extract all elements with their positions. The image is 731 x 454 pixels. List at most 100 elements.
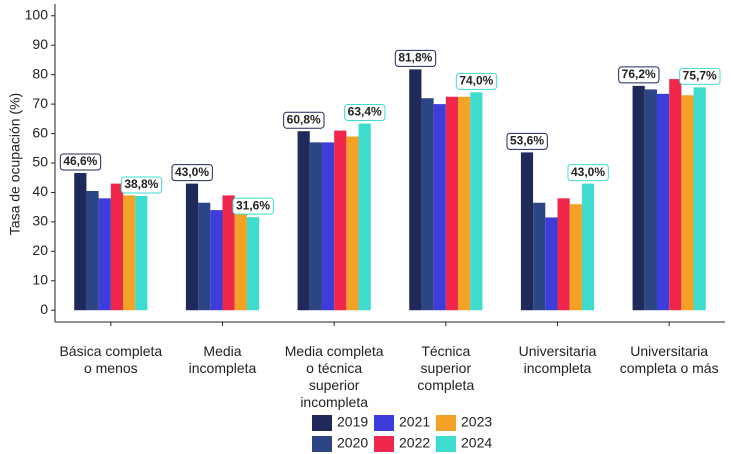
- bar: [433, 104, 446, 311]
- y-tick-label: 50: [32, 154, 48, 170]
- x-tick-label: Básica completa o menos: [59, 343, 162, 376]
- bar: [334, 130, 347, 311]
- value-label-text: 60,8%: [287, 112, 321, 126]
- value-label-box: [171, 164, 213, 182]
- value-label-box: [394, 49, 437, 67]
- y-tick-label: 0: [40, 301, 48, 317]
- x-tick-label: Universitaria incompleta: [519, 343, 597, 376]
- bar: [98, 198, 111, 311]
- legend-swatch: [312, 415, 332, 431]
- bar: [297, 131, 310, 311]
- bar: [520, 152, 534, 311]
- value-label: 81,8%: [394, 49, 437, 67]
- value-label: 74,0%: [455, 72, 498, 90]
- bar: [346, 136, 359, 311]
- bar: [309, 142, 322, 311]
- value-label-box: [618, 66, 660, 84]
- value-label: 43,0%: [171, 164, 213, 182]
- legend-swatch: [374, 436, 394, 452]
- bar: [569, 204, 582, 311]
- bar: [234, 213, 247, 311]
- value-label-text: 43,0%: [175, 165, 209, 179]
- y-tick-label: 10: [32, 271, 48, 287]
- value-label-box: [344, 104, 386, 122]
- value-label: 60,8%: [283, 111, 325, 129]
- y-tick-label: 30: [32, 213, 48, 229]
- bar: [644, 89, 657, 311]
- value-label-box: [59, 153, 102, 171]
- legend-label: 2021: [399, 414, 430, 430]
- value-label-text: 46,6%: [63, 154, 97, 168]
- y-tick-label: 20: [32, 242, 48, 258]
- x-tick-label: Técnica superior completa: [417, 343, 474, 393]
- legend-label: 2019: [337, 414, 368, 430]
- y-tick-label: 90: [32, 36, 48, 52]
- value-label-text: 81,8%: [398, 51, 432, 65]
- bar: [681, 95, 694, 311]
- legend-label: 2022: [399, 435, 430, 451]
- value-label-box: [679, 67, 721, 85]
- bar: [222, 195, 235, 311]
- x-tick-label: Universitaria completa o más: [620, 343, 719, 376]
- value-label-text: 76,2%: [622, 67, 656, 81]
- value-label-text: 63,4%: [348, 105, 382, 119]
- bar: [656, 93, 670, 311]
- bar: [669, 79, 682, 311]
- bar: [110, 183, 124, 311]
- bar: [421, 98, 434, 311]
- y-tick-label: 40: [32, 183, 48, 199]
- value-label-text: 43,0%: [571, 165, 605, 179]
- bar: [557, 198, 570, 311]
- legend-label: 2020: [337, 435, 368, 451]
- bar: [470, 92, 483, 311]
- legend-label: 2024: [461, 435, 492, 451]
- value-label-box: [455, 72, 498, 90]
- bar: [185, 183, 199, 311]
- y-tick-label: 60: [32, 124, 48, 140]
- value-label-box: [120, 176, 163, 194]
- value-label-text: 31,6%: [236, 198, 270, 212]
- value-label: 46,6%: [59, 153, 102, 171]
- value-label: 63,4%: [344, 104, 386, 122]
- legend-swatch: [436, 436, 456, 452]
- bar: [74, 173, 87, 311]
- value-label-text: 38,8%: [124, 177, 158, 191]
- legend-swatch: [374, 415, 394, 431]
- value-label: 43,0%: [567, 164, 609, 182]
- value-label: 31,6%: [232, 197, 274, 215]
- value-label: 53,6%: [506, 132, 548, 150]
- bar: [135, 195, 148, 311]
- value-label-text: 53,6%: [510, 134, 544, 148]
- x-tick-label: Media incompleta: [189, 343, 257, 376]
- value-label-text: 74,0%: [459, 74, 493, 88]
- value-label: 75,7%: [679, 67, 721, 85]
- y-tick-label: 100: [25, 6, 49, 22]
- value-label-box: [567, 164, 609, 182]
- legend-swatch: [436, 415, 456, 431]
- y-tick-label: 80: [32, 65, 48, 81]
- bar: [693, 87, 706, 311]
- bar: [632, 85, 645, 311]
- bar: [445, 96, 459, 311]
- bar: [581, 183, 595, 311]
- value-label-text: 75,7%: [683, 68, 717, 82]
- bar: [123, 195, 136, 311]
- bar: [86, 190, 99, 311]
- value-label-box: [506, 132, 548, 150]
- bar: [246, 217, 260, 311]
- value-label: 38,8%: [120, 176, 163, 194]
- bar: [321, 142, 335, 311]
- bar: [409, 69, 422, 311]
- bar: [198, 202, 211, 311]
- value-label: 76,2%: [618, 66, 660, 84]
- value-label-box: [232, 197, 274, 215]
- bar: [533, 202, 546, 311]
- legend-swatch: [312, 436, 332, 452]
- value-label-box: [283, 111, 325, 129]
- bar: [358, 123, 371, 311]
- bar: [545, 217, 558, 311]
- bar: [210, 210, 223, 311]
- y-axis-label: Tasa de ocupación (%): [7, 93, 23, 235]
- legend-label: 2023: [461, 414, 492, 430]
